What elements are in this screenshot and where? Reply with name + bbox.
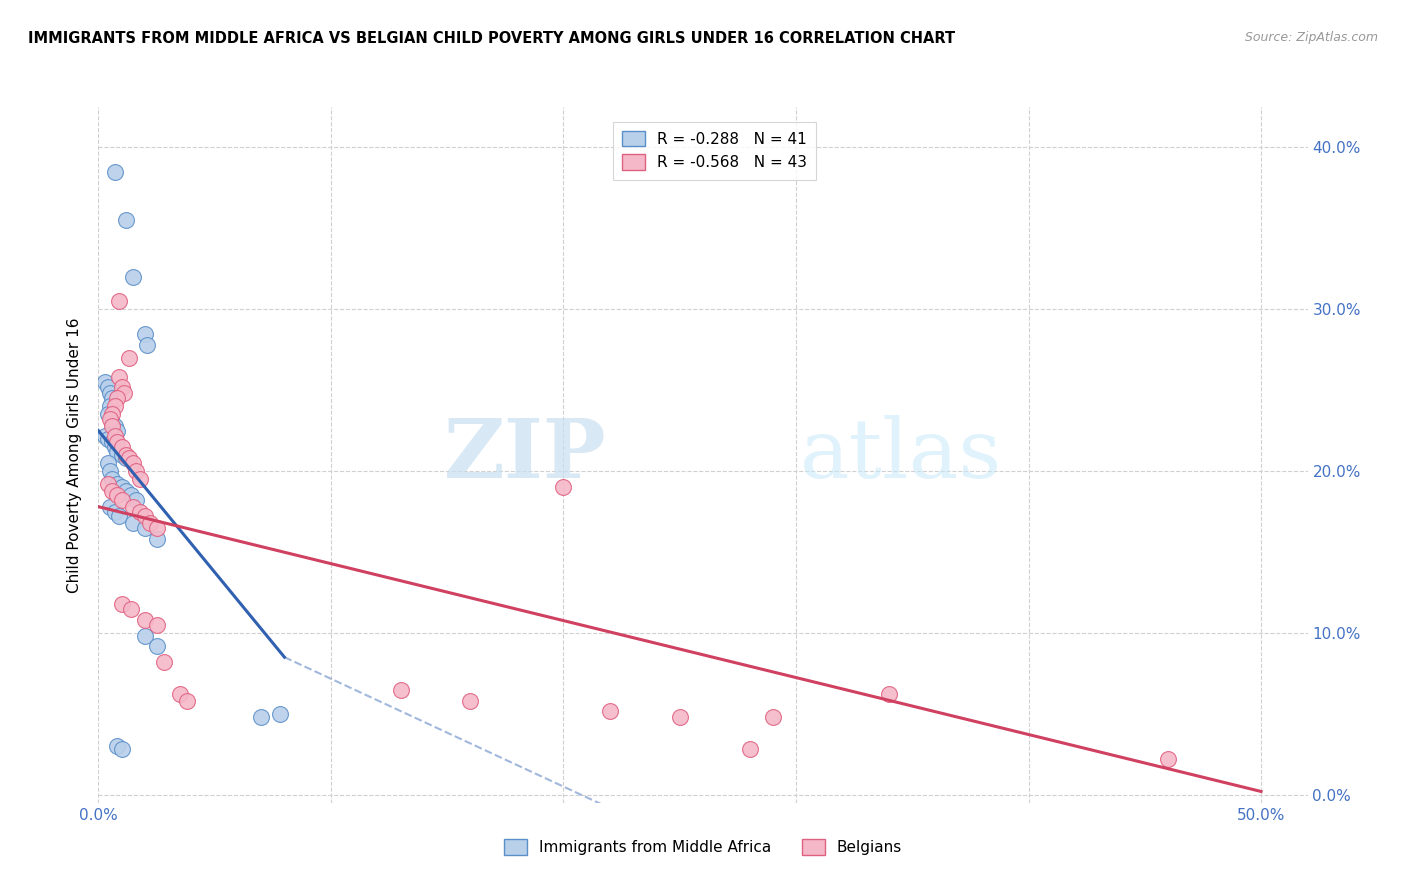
Point bbox=[145, 521, 167, 535]
Point bbox=[269, 706, 291, 721]
Point bbox=[97, 380, 120, 394]
Point bbox=[97, 456, 120, 470]
Point bbox=[94, 428, 117, 442]
Point bbox=[111, 597, 134, 611]
Point bbox=[111, 742, 134, 756]
Point bbox=[124, 493, 146, 508]
Point bbox=[98, 464, 121, 478]
Point bbox=[129, 472, 152, 486]
Point bbox=[101, 434, 124, 449]
Point bbox=[105, 739, 128, 754]
Y-axis label: Child Poverty Among Girls Under 16: Child Poverty Among Girls Under 16 bbox=[67, 318, 83, 592]
Point bbox=[104, 165, 127, 179]
Legend: Immigrants from Middle Africa, Belgians: Immigrants from Middle Africa, Belgians bbox=[498, 833, 908, 862]
Point bbox=[134, 326, 156, 341]
Point bbox=[129, 504, 152, 518]
Point bbox=[104, 440, 127, 454]
Point bbox=[1157, 752, 1180, 766]
Text: ZIP: ZIP bbox=[444, 415, 606, 495]
Point bbox=[145, 532, 167, 546]
Point bbox=[134, 629, 156, 643]
Point bbox=[105, 488, 128, 502]
Point bbox=[104, 418, 127, 433]
Point bbox=[122, 500, 145, 514]
Point bbox=[104, 504, 127, 518]
Point bbox=[98, 400, 121, 414]
Point bbox=[111, 440, 134, 454]
Point bbox=[105, 392, 128, 406]
Point bbox=[101, 416, 124, 430]
Point bbox=[115, 483, 138, 498]
Point bbox=[134, 521, 156, 535]
Point bbox=[120, 488, 142, 502]
Point bbox=[97, 408, 120, 422]
Point bbox=[108, 294, 131, 309]
Text: Source: ZipAtlas.com: Source: ZipAtlas.com bbox=[1244, 31, 1378, 45]
Point bbox=[112, 386, 135, 401]
Point bbox=[118, 451, 141, 466]
Point bbox=[104, 400, 127, 414]
Point bbox=[97, 477, 120, 491]
Point bbox=[460, 694, 482, 708]
Point bbox=[108, 370, 131, 384]
Point bbox=[101, 408, 124, 422]
Point bbox=[101, 392, 124, 406]
Point bbox=[668, 710, 690, 724]
Point bbox=[94, 375, 117, 389]
Point bbox=[134, 613, 156, 627]
Point bbox=[111, 380, 134, 394]
Point bbox=[98, 386, 121, 401]
Point bbox=[145, 617, 167, 632]
Point bbox=[124, 464, 146, 478]
Text: atlas: atlas bbox=[800, 415, 1002, 495]
Text: IMMIGRANTS FROM MIDDLE AFRICA VS BELGIAN CHILD POVERTY AMONG GIRLS UNDER 16 CORR: IMMIGRANTS FROM MIDDLE AFRICA VS BELGIAN… bbox=[28, 31, 955, 46]
Point bbox=[98, 412, 121, 426]
Point bbox=[122, 456, 145, 470]
Point bbox=[118, 351, 141, 365]
Point bbox=[98, 500, 121, 514]
Point bbox=[108, 509, 131, 524]
Point bbox=[111, 480, 134, 494]
Point bbox=[389, 682, 412, 697]
Point bbox=[101, 418, 124, 433]
Point bbox=[105, 424, 128, 438]
Point bbox=[138, 516, 160, 530]
Point bbox=[122, 516, 145, 530]
Point bbox=[122, 269, 145, 284]
Point bbox=[105, 444, 128, 458]
Point bbox=[145, 639, 167, 653]
Point bbox=[115, 451, 138, 466]
Point bbox=[136, 338, 159, 352]
Point bbox=[169, 687, 191, 701]
Point bbox=[176, 694, 198, 708]
Point bbox=[115, 213, 138, 227]
Point bbox=[105, 434, 128, 449]
Point bbox=[111, 448, 134, 462]
Point bbox=[599, 704, 621, 718]
Point bbox=[553, 480, 575, 494]
Point bbox=[134, 509, 156, 524]
Point bbox=[101, 483, 124, 498]
Point bbox=[104, 428, 127, 442]
Point bbox=[97, 432, 120, 446]
Point bbox=[762, 710, 785, 724]
Point bbox=[115, 448, 138, 462]
Point bbox=[738, 742, 761, 756]
Point bbox=[111, 493, 134, 508]
Point bbox=[152, 655, 174, 669]
Point bbox=[250, 710, 273, 724]
Point bbox=[877, 687, 900, 701]
Point bbox=[101, 472, 124, 486]
Point bbox=[120, 601, 142, 615]
Point bbox=[105, 477, 128, 491]
